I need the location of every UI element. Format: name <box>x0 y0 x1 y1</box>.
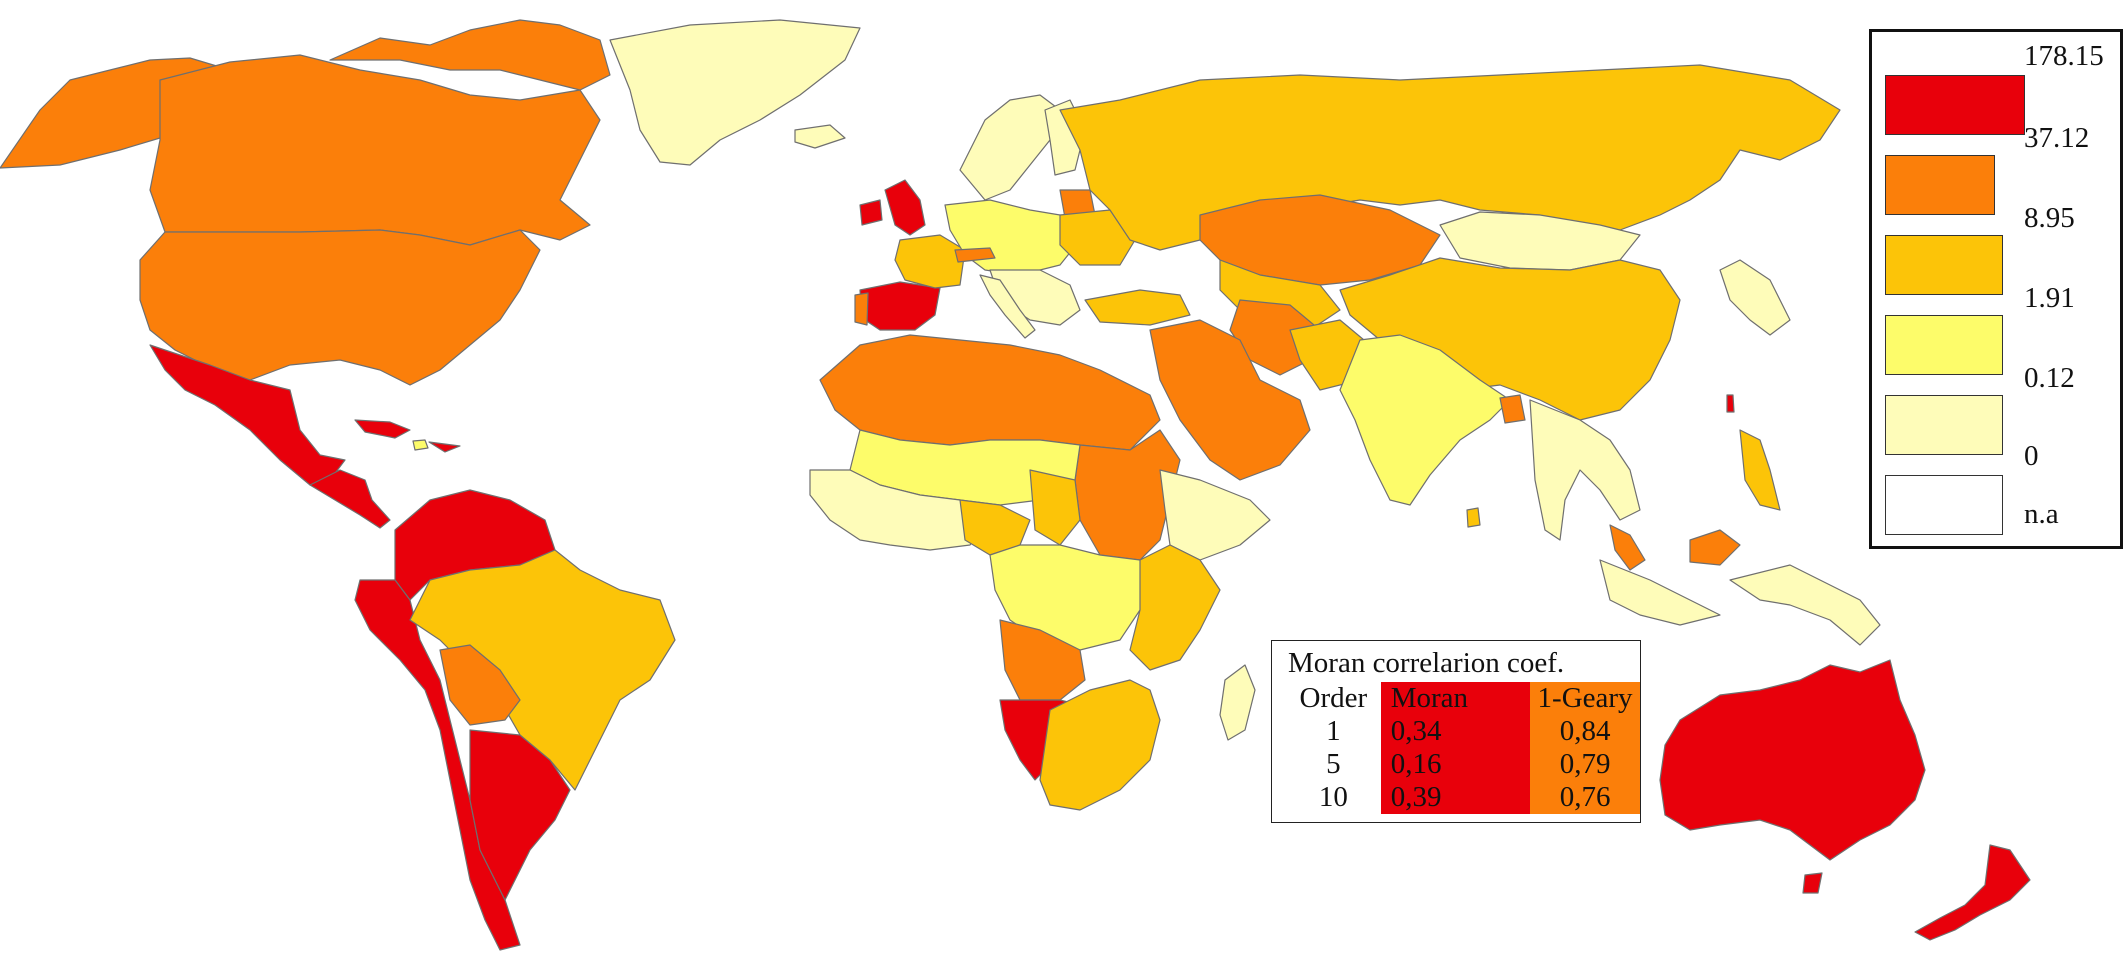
region-canada <box>149 54 601 246</box>
stats-cell-moran: 0,16 <box>1380 748 1531 781</box>
legend-break-4: 0.12 <box>2024 362 2075 394</box>
region-indonesia-east <box>1729 564 1881 646</box>
moran-stats-box: Moran correlarion coef. Order Moran 1-Ge… <box>1271 640 1641 823</box>
region-borneo <box>1689 529 1741 566</box>
region-arctic-islands <box>329 19 611 91</box>
region-bolivia <box>439 644 521 726</box>
legend-swatch-na <box>1885 475 2003 535</box>
region-east-africa <box>1129 544 1221 671</box>
region-kazakhstan <box>1199 194 1441 286</box>
stats-header-row: Order Moran 1-Geary <box>1286 682 1640 715</box>
legend-swatch-4 <box>1885 315 2003 375</box>
legend-swatch-1 <box>1885 75 2025 135</box>
legend-break-5: 0 <box>2024 440 2039 472</box>
stats-cell-order: 1 <box>1326 715 1341 747</box>
region-caribbean <box>354 419 411 439</box>
stats-cell-order: 5 <box>1326 748 1341 780</box>
region-uk <box>884 179 926 236</box>
region-new-zealand <box>1914 844 2031 941</box>
region-central-america <box>309 469 391 529</box>
region-ireland <box>859 199 883 226</box>
stats-cell-geary: 0,79 <box>1530 748 1640 781</box>
stats-row: 5 0,16 0,79 <box>1286 748 1640 781</box>
region-southern-africa <box>1039 679 1161 811</box>
stats-header-geary: 1-Geary <box>1530 682 1640 715</box>
region-iberia <box>859 281 941 331</box>
region-ethiopia <box>1159 469 1271 561</box>
region-india <box>1339 334 1511 506</box>
legend-swatch-5 <box>1885 395 2003 455</box>
region-usa <box>139 229 541 386</box>
stats-header-moran: Moran <box>1380 682 1531 715</box>
region-korea-japan <box>1719 259 1791 336</box>
region-middle-east <box>1149 319 1311 481</box>
region-iran <box>1229 299 1321 376</box>
region-tasmania <box>1802 872 1823 894</box>
stats-title: Moran correlarion coef. <box>1288 647 1565 679</box>
legend: 178.15 37.12 8.95 1.91 0.12 0 n.a <box>1869 29 2123 549</box>
region-france <box>894 234 966 289</box>
region-philippines <box>1739 429 1781 511</box>
stats-header-order: Order <box>1299 682 1368 714</box>
region-madagascar <box>1219 664 1256 741</box>
region-greenland <box>609 19 861 166</box>
stats-row: 10 0,39 0,76 <box>1286 781 1640 814</box>
region-mongolia <box>1439 211 1641 271</box>
legend-break-na: n.a <box>2024 498 2059 530</box>
legend-break-1: 37.12 <box>2024 122 2090 154</box>
region-turkey <box>1084 289 1191 326</box>
region-taiwan <box>1726 394 1735 413</box>
region-sri-lanka <box>1466 507 1481 528</box>
legend-break-2: 8.95 <box>2024 202 2075 234</box>
region-chad <box>1029 469 1081 546</box>
stats-cell-geary: 0,76 <box>1530 781 1640 814</box>
region-caribbean-2 <box>412 439 429 451</box>
stats-row: 1 0,34 0,84 <box>1286 715 1640 748</box>
region-austria <box>954 247 996 263</box>
region-portugal <box>854 292 869 326</box>
legend-break-0: 178.15 <box>2024 40 2104 72</box>
stats-cell-order: 10 <box>1318 781 1348 813</box>
legend-swatch-3 <box>1885 235 2003 295</box>
stats-cell-moran: 0,39 <box>1380 781 1531 814</box>
region-indonesia <box>1599 559 1721 626</box>
region-italy <box>979 274 1036 339</box>
stats-cell-geary: 0,84 <box>1530 715 1640 748</box>
region-australia <box>1659 659 1926 861</box>
region-sa-west <box>354 579 521 951</box>
stats-table: Order Moran 1-Geary 1 0,34 0,84 5 0,16 0… <box>1286 682 1640 814</box>
legend-break-3: 1.91 <box>2024 282 2075 314</box>
legend-swatch-2 <box>1885 155 1995 215</box>
region-angola <box>999 619 1086 701</box>
region-west-africa <box>809 469 991 551</box>
region-caribbean-3 <box>428 441 461 453</box>
region-malaysia <box>1609 524 1646 571</box>
stats-cell-moran: 0,34 <box>1380 715 1531 748</box>
region-se-asia <box>1529 399 1641 541</box>
region-bangladesh <box>1499 394 1526 424</box>
region-iceland <box>794 124 846 149</box>
